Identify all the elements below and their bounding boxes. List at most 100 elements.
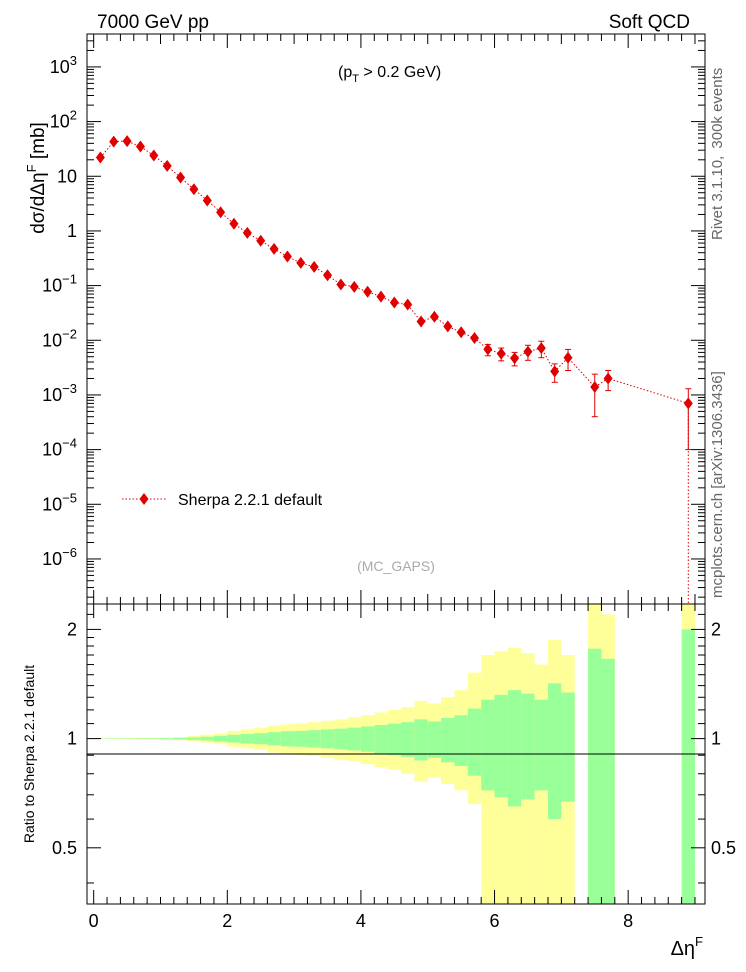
data-point [536,342,546,355]
data-point [483,343,493,356]
data-point [496,347,506,360]
data-point [389,296,399,309]
header-energy-label: 7000 GeV pp [97,12,209,33]
data-point [603,372,613,385]
main-y-tick-label-exp: −4 [62,436,77,451]
ratio-inner-band [494,694,508,798]
ratio-y-tick-label-right: 1 [711,729,721,749]
svg-text:dσ/dΔηF [mb]: dσ/dΔηF [mb] [24,122,49,234]
data-point [296,256,306,269]
main-y-axis-title: dσ/dΔηF [mb] [24,122,49,234]
ratio-inner-band [133,738,148,739]
data-point [202,194,212,207]
ratio-inner-band [107,738,121,739]
ratio-panel: 0 2 4 6 8 0.5 0.5 1 1 2 2 Ratio to Sherpa 2.2.1 de… [21,603,736,960]
ratio-y-axis-title: Ratio to Sherpa 2.2.1 default [21,665,37,843]
ratio-inner-band [267,732,281,746]
ratio-y-tick-label-right: 2 [711,619,721,639]
data-point [550,365,560,378]
ratio-inner-band [601,658,615,904]
ratio-inner-band [521,693,535,800]
x-axis-title: ΔηF [671,934,703,960]
legend-label: Sherpa 2.2.1 default [178,492,323,509]
ratio-inner-band [467,708,482,776]
x-tick-label: 4 [356,911,366,931]
data-point [376,290,386,303]
data-point [510,352,520,365]
main-y-tick-label: 10−6 [42,545,77,569]
ratio-frame [86,603,706,905]
ratio-y-tick-label: 1 [67,729,77,749]
x-tick-label: 8 [623,911,633,931]
main-y-tick-label-base: 10 [42,330,62,350]
ratio-inner-band [441,717,455,763]
ratio-inner-band [280,731,295,747]
data-point [456,326,466,339]
main-y-tick-label-exp: −1 [62,272,77,287]
main-y-tick-label-base: 10 [42,549,62,569]
main-frame [86,33,706,605]
data-point [135,140,145,153]
ratio-inner-band [160,738,174,740]
data-point [242,226,252,239]
ratio-y-tick-label: 0.5 [52,838,77,858]
ratio-inner-band [147,738,161,739]
header-process-label: Soft QCD [609,12,690,33]
data-point [229,217,239,230]
ratio-y-tick-label-right: 0.5 [711,838,736,858]
ratio-inner-band [227,734,241,743]
ratio-inner-band [173,737,188,740]
pt-cut-rest: > 0.2 GeV) [359,64,441,81]
ratio-inner-band [481,699,495,791]
ratio-inner-band [320,729,335,749]
ratio-inner-band [213,735,228,742]
data-point [323,269,333,282]
main-y-tick-label-exp: −6 [62,545,77,560]
ratio-inner-band [334,728,348,750]
main-y-tick-label-exp: −2 [62,326,77,341]
main-y-tick-label: 10−2 [42,326,77,350]
x-tick-label: 2 [222,911,232,931]
legend: Sherpa 2.2.1 default [122,492,323,509]
ratio-inner-band [401,722,415,757]
main-y-tick-label-exp: −3 [62,381,77,396]
data-point [416,315,426,328]
legend-marker [139,493,149,505]
series-line [100,140,689,604]
main-y-tick-label: 10 [57,166,77,186]
ratio-inner-band [360,726,375,752]
analysis-watermark: (MC_GAPS) [357,558,435,574]
main-y-tick-label: 10−1 [42,272,77,296]
data-point [683,397,693,410]
ratio-inner-band [254,733,268,745]
data-point [216,206,226,219]
main-y-tick-label-base: 10 [42,494,62,514]
ratio-inner-band [387,723,402,756]
data-point [176,171,186,184]
data-point [122,135,132,148]
data-point [95,151,105,164]
data-point [336,278,346,291]
ratio-inner-band [200,736,214,741]
main-y-tick-label-base: 10 [50,112,70,132]
pt-cut-annotation: (pT > 0.2 GeV) [338,64,441,85]
data-point [309,260,319,273]
main-y-tick-label: 103 [50,53,77,77]
ratio-inner-band [120,738,134,739]
main-y-tick-label-exp: −5 [62,490,77,505]
data-point [162,159,172,172]
ratio-inner-band [187,737,201,740]
data-point [282,250,292,263]
data-point [363,285,373,298]
ratio-inner-band [547,683,562,820]
ratio-inner-band [454,715,468,767]
main-y-tick-label: 10−5 [42,490,77,514]
data-point [149,149,159,162]
ratio-inner-band [561,692,575,802]
data-point [470,332,480,345]
rivet-version-label: Rivet 3.1.10, 300k events [709,68,726,240]
main-y-tick-label-exp: 2 [70,108,77,123]
